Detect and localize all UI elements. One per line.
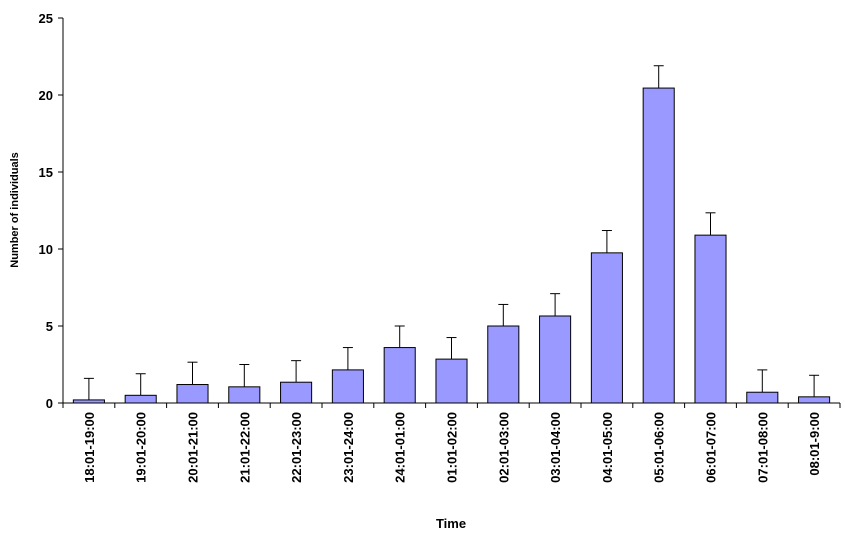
bar [694,234,727,404]
error-bar [394,325,405,348]
y-tick-label: 10 [39,242,53,257]
y-axis-label: Number of individuals [9,152,21,268]
x-tick-label: 18:01-19:00 [82,412,97,483]
x-tick-label: 21:01-22:00 [237,412,252,483]
error-bar [83,377,94,400]
error-bar [498,303,509,326]
y-tick-label: 0 [46,396,53,411]
x-tick-label: 20:01-21:00 [186,412,201,483]
y-tick-label: 20 [39,88,53,103]
error-bar [550,293,561,316]
bar [798,396,831,404]
error-bar [601,230,612,253]
x-tick-label: 04:01-05:00 [600,412,615,483]
error-bar [239,364,250,387]
bar [124,394,157,404]
x-tick-label: 24:01-01:00 [393,412,408,483]
x-tick-label: 02:01-03:00 [496,412,511,483]
error-bar [135,373,146,396]
bar [331,369,364,404]
error-bar [446,337,457,360]
x-tick-label: 08:01-9:00 [807,412,822,476]
x-tick-label: 07:01-08:00 [755,412,770,483]
x-tick-label: 05:01-06:00 [652,412,667,483]
bar [280,381,313,404]
error-bar [809,374,820,397]
bar [435,358,468,404]
bar [176,384,209,404]
y-tick-label: 15 [39,165,53,180]
bar [383,347,416,404]
error-bar [705,212,716,236]
x-tick-label: 06:01-07:00 [704,412,719,483]
bar [539,315,572,404]
error-bar [757,369,768,393]
x-tick-label: 23:01-24:00 [341,412,356,483]
x-tick-label: 22:01-23:00 [289,412,304,483]
error-bar [187,361,198,385]
bar [590,252,623,404]
bar [228,386,261,404]
y-tick-label: 25 [39,11,53,26]
y-tick-label: 5 [46,319,53,334]
error-bar [291,360,302,383]
bar [487,325,520,404]
error-bar [342,347,353,370]
x-tick-label: 01:01-02:00 [445,412,460,483]
error-bar [653,65,664,89]
x-axis-label: Time [436,516,466,531]
x-tick-label: 19:01-20:00 [134,412,149,483]
bar [746,391,779,404]
x-tick-label: 03:01-04:00 [548,412,563,483]
bar [642,87,675,404]
